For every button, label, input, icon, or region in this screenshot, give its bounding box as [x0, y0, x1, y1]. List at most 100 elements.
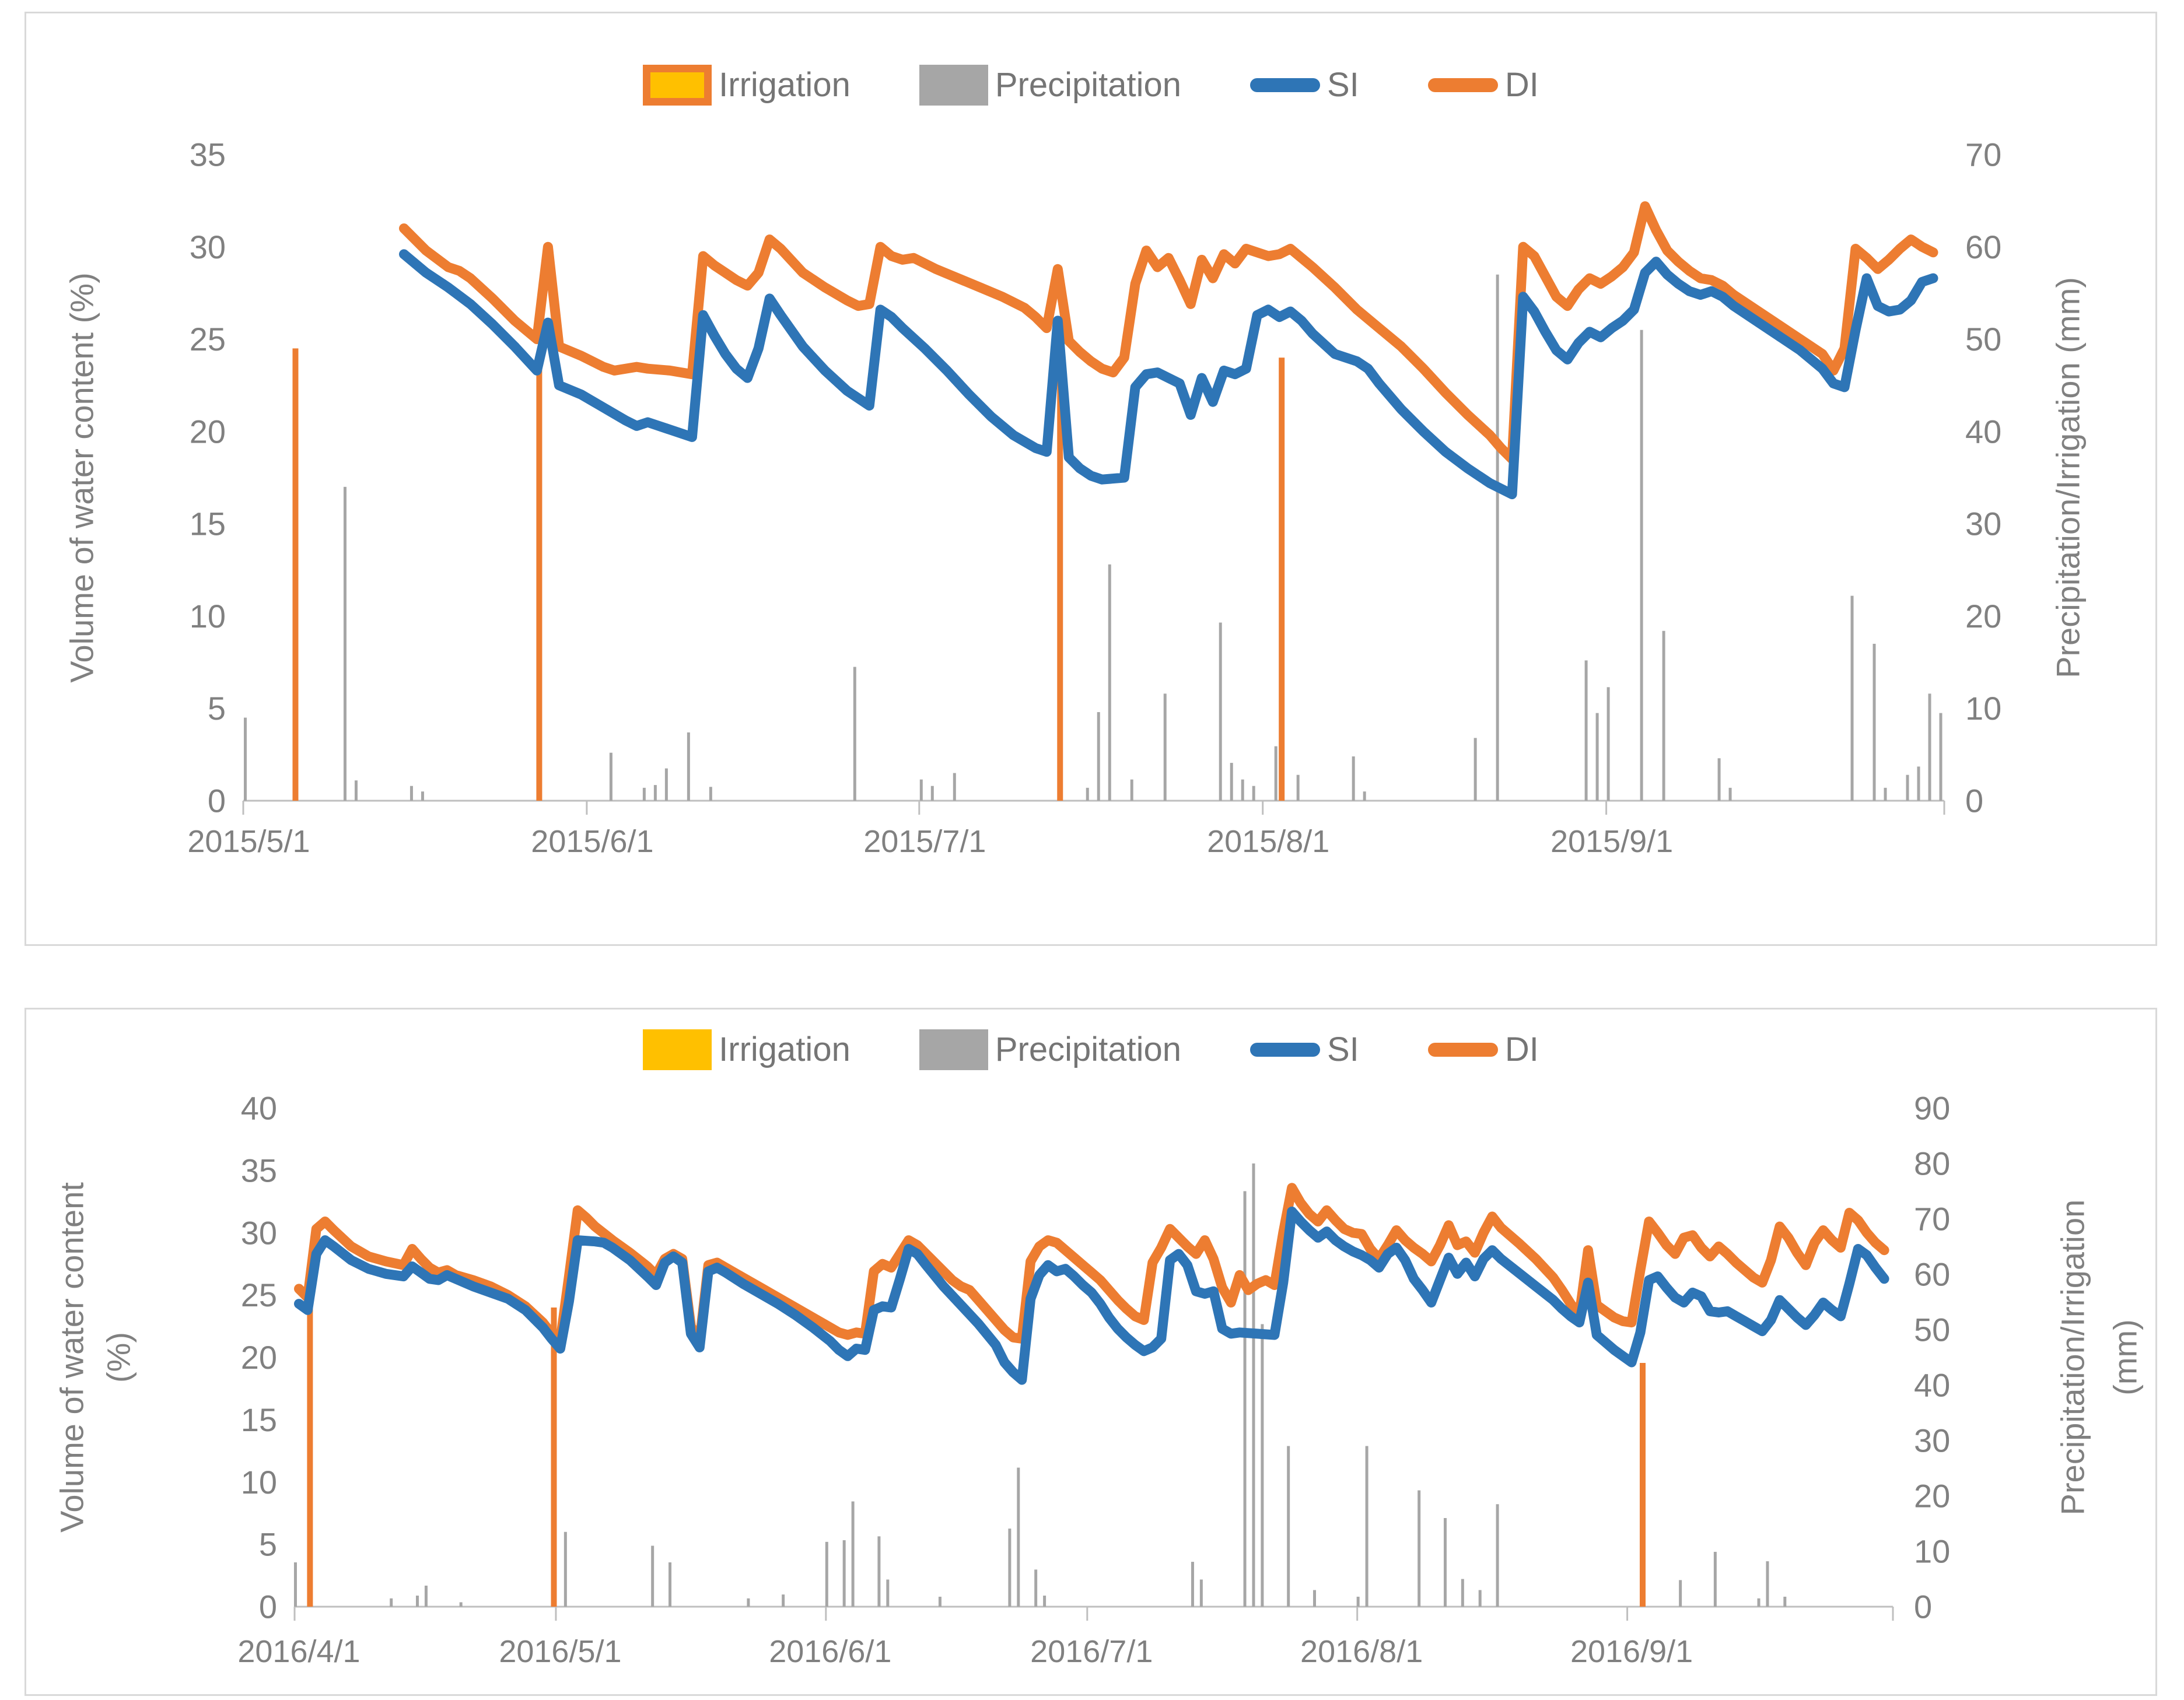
y-right-tick-label: 50 [1965, 321, 2001, 357]
y-left-tick-label: 25 [241, 1277, 277, 1313]
precipitation-bar [668, 1562, 672, 1607]
precipitation-bar [877, 1536, 881, 1607]
precipitation-bar [1917, 766, 1920, 801]
precipitation-bar [1757, 1598, 1760, 1607]
legend-label-si: SI [1327, 66, 1359, 104]
precipitation-bar [354, 780, 358, 801]
precipitation-bar [243, 717, 247, 801]
bars-group [243, 274, 1943, 801]
precipitation-bar [421, 791, 424, 801]
legend-item-di: DI [1427, 1030, 1539, 1068]
precipitation-bar [1365, 1446, 1368, 1607]
legend-label-irrigation: Irrigation [719, 1030, 850, 1068]
precipitation-bar [1017, 1467, 1020, 1607]
precipitation-bar [825, 1541, 828, 1607]
legend-2015: Irrigation Precipitation SI DI [26, 65, 2155, 106]
di-line [399, 201, 1938, 464]
precipitation-bar [1783, 1596, 1787, 1607]
legend-item-irrigation: Irrigation [643, 1029, 850, 1070]
precipitation-bar [1418, 1490, 1421, 1607]
chart-panel-2016: Irrigation Precipitation SI DI 0 5 10 15 20 2… [24, 1008, 2157, 1696]
precipitation-bar [1296, 774, 1300, 801]
irrigation-bar [307, 1308, 313, 1607]
precipitation-bar [1261, 1324, 1264, 1607]
precipitation-bar [842, 1540, 846, 1607]
precipitation-bar [1728, 787, 1732, 801]
precipitation-bar [1356, 1596, 1360, 1607]
di-line-swatch-icon [1427, 1043, 1498, 1057]
precipitation-bar [410, 786, 413, 801]
precipitation-bar [1363, 791, 1366, 801]
y-right-tick-label: 10 [1965, 690, 2001, 727]
precipitation-bar [1873, 643, 1876, 801]
precipitation-bar [709, 787, 712, 801]
y-right-tick-label: 0 [1914, 1589, 1932, 1625]
precipitation-bar [1662, 630, 1665, 801]
precipitation-bar [1906, 774, 1909, 801]
chart-svg-2016: 0 5 10 15 20 25 30 35 40 0 10 20 30 40 50 60 70 80 90 2016/… [54, 1090, 2144, 1670]
precipitation-bar [1163, 693, 1167, 801]
precipitation-bar [1252, 1163, 1255, 1607]
y-right-tick-label: 80 [1914, 1145, 1950, 1182]
precipitation-bar [1717, 758, 1721, 801]
y-right-tick-label: 70 [1914, 1201, 1950, 1238]
precipitation-bar [1199, 1579, 1203, 1607]
precipitation-bar [1679, 1580, 1682, 1607]
precipitation-bar [459, 1602, 463, 1607]
irrigation-bar [1057, 376, 1063, 801]
y-left-tick-label: 5 [259, 1526, 277, 1563]
y-left-tick-label: 15 [190, 506, 226, 542]
precipitation-bar [1443, 1518, 1447, 1607]
legend-item-si: SI [1250, 1033, 1359, 1067]
y-left-tick-label: 10 [241, 1464, 277, 1501]
precipitation-bar [747, 1598, 750, 1607]
precipitation-bar [1713, 1551, 1717, 1607]
precipitation-bar [1274, 746, 1278, 801]
precipitation-swatch-icon [919, 1029, 988, 1070]
precipitation-bar [1640, 330, 1643, 801]
precipitation-bar [1474, 738, 1477, 801]
y-right-tick-label: 60 [1965, 229, 2001, 265]
legend-label-di: DI [1504, 1030, 1539, 1068]
y-left-axis-title: Volume of water content (%) [64, 272, 100, 682]
x-tick-label: 2016/6/1 [769, 1634, 891, 1669]
y-right-tick-label: 30 [1914, 1422, 1950, 1459]
y-left-tick-label: 0 [208, 783, 226, 819]
legend-label-precipitation: Precipitation [995, 66, 1181, 104]
x-tick-label: 2015/7/1 [863, 824, 986, 859]
y-left-tick-label: 10 [190, 598, 226, 635]
precipitation-bar [1230, 763, 1233, 801]
y-left-tick-label: 15 [241, 1401, 277, 1438]
precipitation-bar [390, 1598, 393, 1607]
y-right-tick-label: 60 [1914, 1256, 1950, 1293]
y-right-axis-title: (mm) [2107, 1319, 2144, 1396]
legend-item-di: DI [1427, 68, 1539, 102]
y-right-tick-label: 20 [1965, 598, 2001, 635]
si-line [294, 1206, 1889, 1385]
precipitation-bar [1034, 1569, 1038, 1607]
y-right-tick-label: 70 [1965, 136, 2001, 173]
y-left-tick-label: 40 [241, 1090, 277, 1127]
precipitation-bar [919, 779, 923, 801]
y-left-tick-label: 5 [208, 690, 226, 727]
precipitation-swatch-icon [919, 65, 988, 106]
precipitation-bar [1496, 274, 1499, 801]
precipitation-bar [853, 667, 856, 801]
y-right-tick-label: 50 [1914, 1312, 1950, 1348]
x-tick-label: 2015/6/1 [531, 824, 653, 859]
precipitation-bar [416, 1596, 419, 1607]
y-left-tick-label: 0 [259, 1589, 277, 1625]
precipitation-bar [664, 768, 668, 801]
y-left-tick-label: 30 [190, 229, 226, 265]
x-tick-label: 2015/9/1 [1550, 824, 1673, 859]
legend-label-precipitation: Precipitation [995, 1030, 1181, 1068]
precipitation-bar [1352, 756, 1355, 801]
y-left-axis-title: (%) [100, 1332, 137, 1383]
precipitation-bar [609, 752, 612, 801]
precipitation-bar [851, 1501, 855, 1607]
x-tick-label: 2016/7/1 [1030, 1634, 1153, 1669]
y-right-axis-title: Precipitation/Irrigation (mm) [2050, 277, 2087, 678]
plot-area: 0 5 10 15 20 25 30 35 40 0 10 20 30 40 50 60 70 80 90 2016/… [54, 1090, 2144, 1670]
y-left-tick-label: 20 [241, 1339, 277, 1376]
